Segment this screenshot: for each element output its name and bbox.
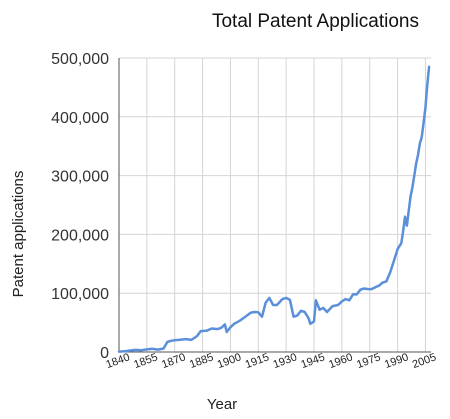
- x-tick-label: 1930: [272, 351, 299, 371]
- y-tick-label: 0: [100, 345, 109, 362]
- x-tick-label: 2005: [411, 351, 438, 371]
- x-axis-label: Year: [207, 396, 237, 413]
- y-axis-label: Patent applications: [10, 171, 27, 298]
- y-tick-label: 300,000: [51, 169, 109, 186]
- series-layer: [117, 65, 431, 353]
- y-tick-label: 100,000: [51, 286, 109, 303]
- x-tick-label: 1990: [383, 351, 410, 371]
- x-tick-label: 1975: [355, 351, 382, 371]
- x-tick-labels: 1840 1855 1870 1885 1900 1915 1930 1945 1960 1975…: [104, 351, 438, 371]
- x-tick-label: 1960: [327, 351, 354, 371]
- y-tick-label: 200,000: [51, 227, 109, 244]
- y-tick-label: 400,000: [51, 110, 109, 127]
- x-tick-label: 1900: [216, 351, 243, 371]
- axes: [118, 58, 431, 353]
- x-tick-label: 1855: [132, 351, 159, 371]
- series-line: [117, 65, 431, 353]
- gridlines: [119, 57, 431, 352]
- y-tick-label: 500,000: [51, 51, 109, 68]
- x-tick-label: 1870: [160, 351, 187, 371]
- x-tick-label: 1885: [188, 351, 215, 371]
- chart-title: Total Patent Applications: [212, 11, 419, 32]
- x-tick-label: 1915: [244, 351, 271, 371]
- x-tick-label: 1945: [299, 351, 326, 371]
- y-tick-labels: 0 100,000 200,000 300,000 400,000 500,000: [51, 51, 109, 362]
